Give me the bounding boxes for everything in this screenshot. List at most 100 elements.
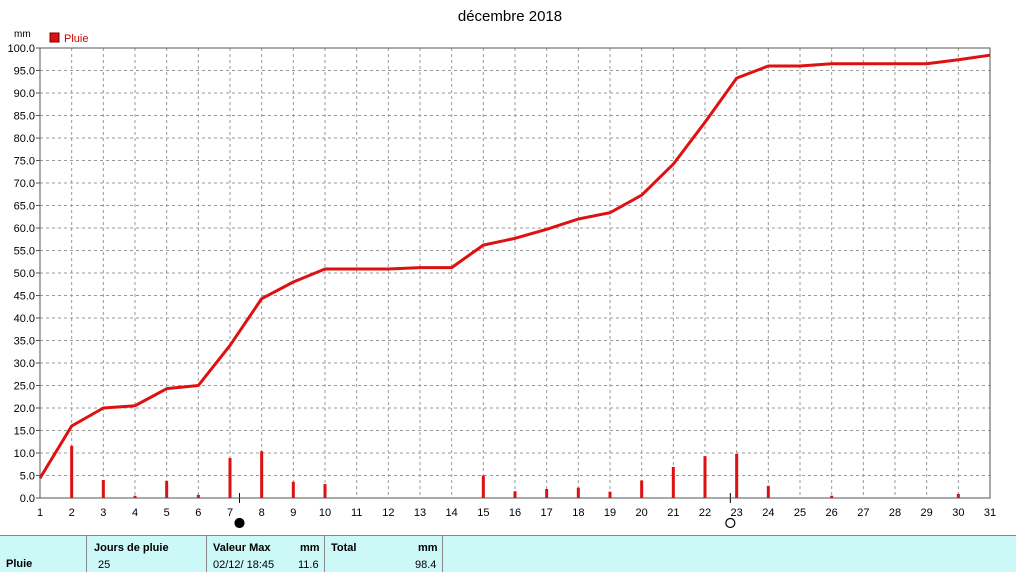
x-tick-label: 2 xyxy=(69,507,75,519)
y-axis-unit: mm xyxy=(14,29,31,40)
total-value: 98.4 xyxy=(415,559,437,571)
daily-rain-bar xyxy=(830,495,834,498)
daily-rain-bar xyxy=(513,491,517,498)
x-tick-label: 25 xyxy=(794,507,806,519)
x-tick-label: 5 xyxy=(164,507,170,519)
x-tick-label: 31 xyxy=(984,507,996,519)
x-tick-label: 19 xyxy=(604,507,616,519)
x-tick-label: 26 xyxy=(826,507,838,519)
y-tick-label: 40.0 xyxy=(14,313,35,325)
y-tick-labels: 0.0 5.0 10.0 15.0 20.0 25.0 30.0 35.0 40.0 45.0 50… xyxy=(7,43,40,505)
daily-rain-bar xyxy=(671,466,675,498)
valeurmax-cell: Valeur Max mm 02/12/ 18:45 11.6 xyxy=(206,535,325,572)
daily-rain-bar xyxy=(133,495,137,498)
daily-rain-bar xyxy=(70,445,74,498)
y-tick-label: 55.0 xyxy=(14,246,35,258)
total-unit: mm xyxy=(418,542,438,554)
daily-rain-bar xyxy=(481,475,485,498)
x-tick-label: 4 xyxy=(132,507,138,519)
daily-rain-bar xyxy=(165,480,169,498)
y-tick-label: 50.0 xyxy=(14,268,35,280)
daily-rain-bar xyxy=(576,487,580,498)
x-tick-label: 9 xyxy=(290,507,296,519)
daily-bars xyxy=(70,445,960,498)
x-tick-label: 18 xyxy=(572,507,584,519)
x-tick-label: 16 xyxy=(509,507,521,519)
x-tick-label: 20 xyxy=(636,507,648,519)
cumulative-rain-line xyxy=(38,53,991,479)
x-tick-label: 17 xyxy=(541,507,553,519)
y-tick-label: 60.0 xyxy=(14,223,35,235)
y-tick-label: 10.0 xyxy=(14,448,35,460)
x-tick-label: 7 xyxy=(227,507,233,519)
x-tick-label: 24 xyxy=(762,507,774,519)
x-tick-label: 14 xyxy=(446,507,458,519)
y-tick-label: 70.0 xyxy=(14,178,35,190)
x-tick-label: 15 xyxy=(477,507,489,519)
x-tick-labels: 1 2 3 4 5 6 7 8 9 10 11 12 13 14 15 16 17 18 19 20 21 22 23 24 2… xyxy=(37,507,996,519)
rain-chart: décembre 2018 mm Pluie 0.05.010.015.020.… xyxy=(7,8,996,529)
summary-row-label: Pluie xyxy=(6,558,33,570)
x-tick-label: 21 xyxy=(667,507,679,519)
y-tick-label: 5.0 xyxy=(20,471,35,483)
y-tick-label: 75.0 xyxy=(14,156,35,168)
moon-phases xyxy=(234,493,736,529)
jours-header: Jours de pluie xyxy=(94,542,169,554)
x-tick-label: 30 xyxy=(952,507,964,519)
x-tick-label: 13 xyxy=(414,507,426,519)
summary-top-border xyxy=(0,535,1016,536)
y-tick-label: 20.0 xyxy=(14,403,35,415)
y-tick-label: 85.0 xyxy=(14,111,35,123)
daily-rain-bar xyxy=(640,480,644,498)
new-moon-icon xyxy=(234,517,245,529)
total-cell: Total mm 98.4 xyxy=(324,535,443,572)
y-tick-label: 65.0 xyxy=(14,201,35,213)
x-tick-label: 3 xyxy=(100,507,106,519)
daily-rain-bar xyxy=(703,456,707,498)
summary-table: Pluie Jours de pluie 25 Valeur Max mm 02… xyxy=(0,535,1016,572)
y-tick-label: 90.0 xyxy=(14,88,35,100)
daily-rain-bar xyxy=(291,481,295,498)
valeurmax-header: Valeur Max xyxy=(213,542,271,554)
x-tick-label: 22 xyxy=(699,507,711,519)
daily-rain-bar xyxy=(260,451,264,498)
y-tick-label: 0.0 xyxy=(20,493,35,505)
cumulative-line xyxy=(38,53,991,479)
y-tick-label: 35.0 xyxy=(14,336,35,348)
daily-rain-bar xyxy=(545,489,549,498)
x-tick-label: 12 xyxy=(382,507,394,519)
x-tick-label: 11 xyxy=(351,507,362,519)
valeurmax-unit: mm xyxy=(300,542,320,554)
y-tick-label: 80.0 xyxy=(14,133,35,145)
legend-swatch xyxy=(49,32,60,43)
x-tick-label: 1 xyxy=(37,507,43,519)
empty-cell xyxy=(442,535,1016,572)
total-header: Total xyxy=(331,542,357,554)
y-tick-label: 95.0 xyxy=(14,66,35,78)
x-tick-label: 27 xyxy=(857,507,869,519)
x-tick-label: 10 xyxy=(319,507,331,519)
y-tick-label: 30.0 xyxy=(14,358,35,370)
daily-rain-bar xyxy=(735,453,739,498)
y-tick-label: 45.0 xyxy=(14,291,35,303)
y-tick-label: 100.0 xyxy=(7,43,35,55)
chart-title: décembre 2018 xyxy=(458,8,562,25)
daily-rain-bar xyxy=(608,491,612,498)
jours-value: 25 xyxy=(98,559,111,571)
x-tick-label: 6 xyxy=(195,507,201,519)
grid xyxy=(40,48,990,498)
daily-rain-bar xyxy=(228,457,232,498)
x-tick-label: 29 xyxy=(921,507,933,519)
x-tick-label: 23 xyxy=(731,507,743,519)
plot-frame xyxy=(39,47,991,499)
legend-label: Pluie xyxy=(64,33,88,45)
daily-rain-bar xyxy=(323,484,327,498)
y-tick-label: 15.0 xyxy=(14,426,35,438)
full-moon-icon xyxy=(725,517,736,529)
y-tick-label: 25.0 xyxy=(14,381,35,393)
daily-rain-bar xyxy=(956,493,960,498)
x-tick-label: 8 xyxy=(259,507,265,519)
jours-cell: Jours de pluie 25 xyxy=(86,535,207,572)
x-tick-label: 28 xyxy=(889,507,901,519)
valeurmax-date: 02/12/ 18:45 xyxy=(213,559,275,571)
